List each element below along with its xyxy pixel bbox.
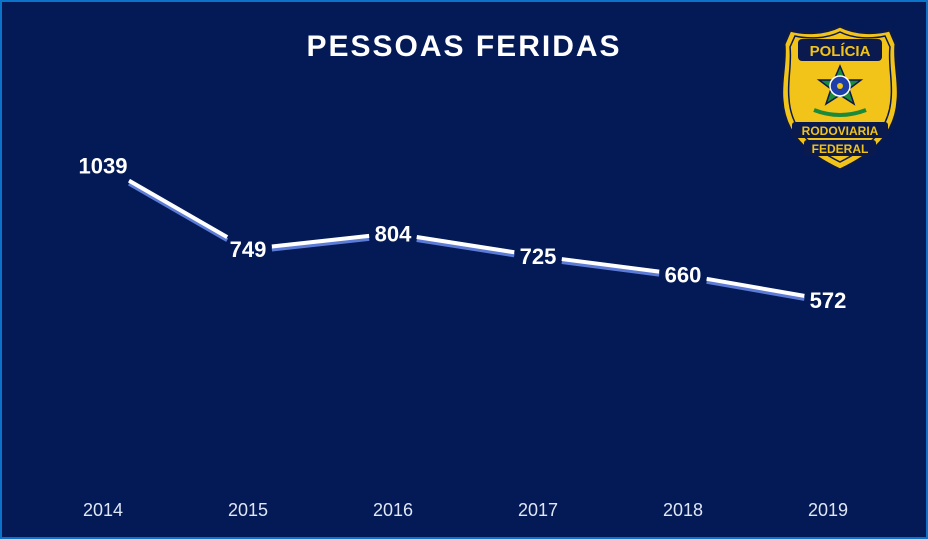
series-segment-0 <box>128 178 229 239</box>
police-badge-icon: POLÍCIA RODOVIARIA FEDERAL <box>780 24 900 172</box>
data-labels: 1039 749 804 725 660 572 <box>79 154 847 313</box>
series-segment-shadow-4 <box>706 279 805 301</box>
series-segment-shadow-3 <box>561 260 660 277</box>
data-label-2014: 1039 <box>79 154 128 179</box>
chart-title: PESSOAS FERIDAS <box>306 30 622 63</box>
series-line <box>128 178 805 301</box>
badge-middle-text: RODOVIARIA <box>802 124 879 138</box>
data-label-2018: 660 <box>665 263 702 288</box>
x-tick-2015: 2015 <box>228 500 268 520</box>
series-segment-shadow-1 <box>271 236 370 252</box>
series-segment-3 <box>561 257 660 274</box>
x-tick-2018: 2018 <box>663 500 703 520</box>
series-segment-shadow-2 <box>416 238 515 258</box>
x-axis-ticks: 2014 2015 2016 2017 2018 2019 <box>83 500 848 520</box>
series-segment-4 <box>706 276 805 298</box>
series-segment-1 <box>271 233 370 249</box>
badge-bottom-text: FEDERAL <box>812 142 869 156</box>
series-segment-2 <box>416 235 515 255</box>
series-segment-shadow-0 <box>128 181 229 242</box>
data-label-2015: 749 <box>230 237 267 262</box>
badge-top-text: POLÍCIA <box>810 43 871 60</box>
x-tick-2017: 2017 <box>518 500 558 520</box>
data-label-2019: 572 <box>810 288 847 313</box>
x-tick-2016: 2016 <box>373 500 413 520</box>
data-label-2016: 804 <box>375 221 412 246</box>
x-tick-2019: 2019 <box>808 500 848 520</box>
drop-lines <box>102 185 829 480</box>
coat-of-arms-icon <box>813 64 867 117</box>
prf-badge-logo: POLÍCIA RODOVIARIA FEDERAL <box>778 22 902 179</box>
x-tick-2014: 2014 <box>83 500 123 520</box>
data-label-2017: 725 <box>520 244 557 269</box>
